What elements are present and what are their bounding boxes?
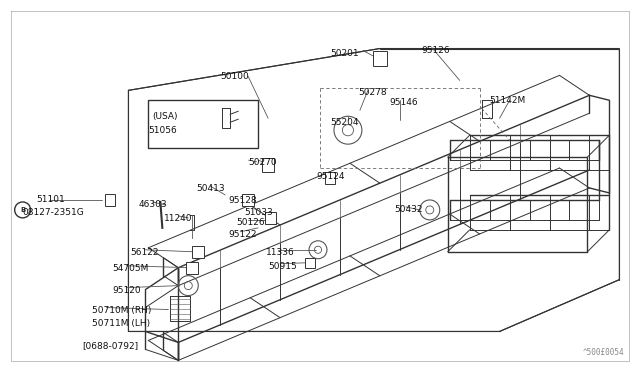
Text: 50100: 50100 xyxy=(220,73,249,81)
FancyBboxPatch shape xyxy=(186,262,198,274)
Text: 51101: 51101 xyxy=(36,195,65,204)
FancyBboxPatch shape xyxy=(325,172,335,184)
Text: 11336: 11336 xyxy=(266,248,295,257)
Text: 50432: 50432 xyxy=(394,205,422,214)
Text: 50278: 50278 xyxy=(358,89,387,97)
Bar xyxy=(148,100,258,148)
Text: (USA): (USA) xyxy=(152,112,178,121)
Text: 54705M: 54705M xyxy=(113,264,149,273)
FancyBboxPatch shape xyxy=(264,212,276,224)
Text: 51033: 51033 xyxy=(244,208,273,217)
Text: 50710M (RH): 50710M (RH) xyxy=(93,305,152,315)
Text: 50915: 50915 xyxy=(268,262,297,271)
Text: 95124: 95124 xyxy=(316,172,344,181)
Text: 50126: 50126 xyxy=(236,218,265,227)
Text: 55204: 55204 xyxy=(330,118,358,127)
Text: 46303: 46303 xyxy=(138,200,167,209)
FancyBboxPatch shape xyxy=(373,51,387,67)
FancyBboxPatch shape xyxy=(106,194,115,206)
Text: B: B xyxy=(20,207,25,213)
FancyBboxPatch shape xyxy=(192,246,204,258)
Text: 51056: 51056 xyxy=(148,126,177,135)
Text: 51142M: 51142M xyxy=(490,96,526,105)
FancyBboxPatch shape xyxy=(262,158,274,172)
Text: 08127-2351G: 08127-2351G xyxy=(22,208,84,217)
Text: 95128: 95128 xyxy=(228,196,257,205)
Text: 50201: 50201 xyxy=(330,48,358,58)
Text: 50270: 50270 xyxy=(248,158,276,167)
FancyBboxPatch shape xyxy=(242,194,254,206)
Text: 95126: 95126 xyxy=(422,45,451,55)
Text: 95122: 95122 xyxy=(228,230,257,239)
Text: 95146: 95146 xyxy=(390,98,419,108)
Text: 50711M (LH): 50711M (LH) xyxy=(93,320,150,328)
Text: 95120: 95120 xyxy=(113,286,141,295)
Text: 11240: 11240 xyxy=(164,214,193,223)
Text: 50413: 50413 xyxy=(196,184,225,193)
Text: ^500£0054: ^500£0054 xyxy=(582,348,625,357)
Text: 56122: 56122 xyxy=(131,248,159,257)
Text: [0688-0792]: [0688-0792] xyxy=(83,341,139,350)
FancyBboxPatch shape xyxy=(305,258,315,268)
